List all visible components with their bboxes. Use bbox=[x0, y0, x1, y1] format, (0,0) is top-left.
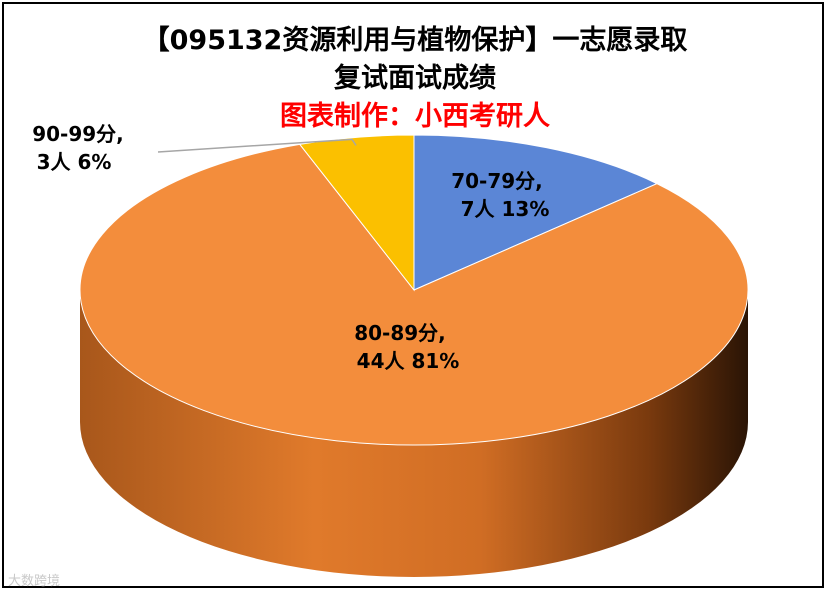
watermark: 大数跨境 bbox=[8, 574, 61, 589]
chart-subtitle: 图表制作：小西考研人 bbox=[280, 101, 550, 132]
slice-label-range-1: 80-89分, bbox=[354, 321, 446, 345]
chart-title: 【095132资源利用与植物保护】一志愿录取 bbox=[142, 25, 688, 56]
slice-label-value-0: 7人 13% bbox=[461, 197, 550, 221]
slice-label-value-1: 44人 81% bbox=[357, 349, 460, 373]
slice-label-range-0: 70-79分, bbox=[451, 169, 543, 193]
pie-slice-1 bbox=[79, 143, 749, 446]
slice-label-value-2: 3人 6% bbox=[37, 150, 112, 174]
pie-slice-2 bbox=[298, 134, 415, 292]
leader-line-90-99 bbox=[157, 138, 357, 153]
chart-frame bbox=[2, 2, 824, 588]
pie-slice-0 bbox=[413, 134, 659, 291]
slice-label-range-2: 90-99分, bbox=[32, 122, 124, 146]
pie-side-80-89 bbox=[80, 290, 748, 577]
chart-title-line2: 复试面试成绩 bbox=[334, 63, 496, 94]
